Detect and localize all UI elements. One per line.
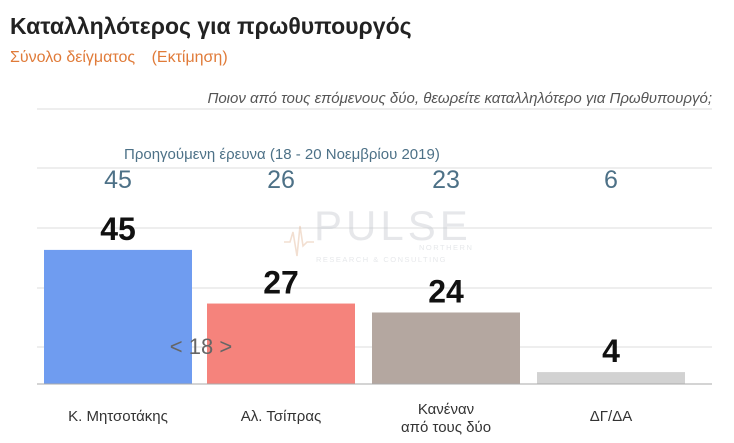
- previous-survey-caption: Προηγούμενη έρευνα (18 - 20 Νοεμβρίου 20…: [124, 146, 440, 163]
- pulse-logo-small: NORTHERN: [419, 243, 473, 252]
- chart-title: Καταλληλότερος για πρωθυπουργός: [10, 13, 412, 39]
- previous-value-label-1: 45: [104, 166, 132, 194]
- current-value-label-4: 4: [602, 333, 620, 369]
- current-value-label-2: 27: [263, 265, 299, 301]
- mitsotakis-lead-annotation: < 18 >: [170, 334, 232, 359]
- chart-subtitle: Σύνολο δείγματος (Εκτίμηση): [10, 49, 228, 66]
- category-label-2: Αλ. Τσίπρας: [241, 408, 321, 425]
- bar-3: [372, 312, 520, 384]
- bars: [44, 249, 685, 384]
- current-value-label-3: 24: [428, 273, 464, 309]
- bar-2: [207, 303, 355, 384]
- bar-4: [537, 372, 685, 384]
- bar-1: [44, 249, 192, 384]
- previous-value-label-3: 23: [432, 166, 460, 194]
- subtitle-sample: Σύνολο δείγματος: [10, 49, 135, 66]
- labels: 45 45 Κ. Μητσοτάκης 27 26 Αλ. Τσίπρας 24 23 Κανέ…: [68, 166, 632, 436]
- category-label-4: ΔΓ/ΔΑ: [590, 408, 632, 425]
- pulse-logo-tagline: RESEARCH & CONSULTING: [316, 255, 447, 264]
- pulse-watermark: PULSE NORTHERN RESEARCH & CONSULTING: [284, 202, 473, 264]
- category-label-1: Κ. Μητσοτάκης: [68, 408, 168, 425]
- subtitle-note: (Εκτίμηση): [152, 49, 228, 66]
- pulse-logo-text: PULSE: [314, 202, 472, 249]
- previous-value-label-4: 6: [604, 166, 618, 194]
- category-label-3: Κανέναν από τους δύο: [401, 401, 491, 436]
- previous-value-label-2: 26: [267, 166, 295, 194]
- current-value-label-1: 45: [100, 211, 136, 247]
- pulse-logo-line: [284, 225, 314, 257]
- survey-question: Ποιον από τους επόμενους δύο, θεωρείτε κ…: [207, 90, 712, 107]
